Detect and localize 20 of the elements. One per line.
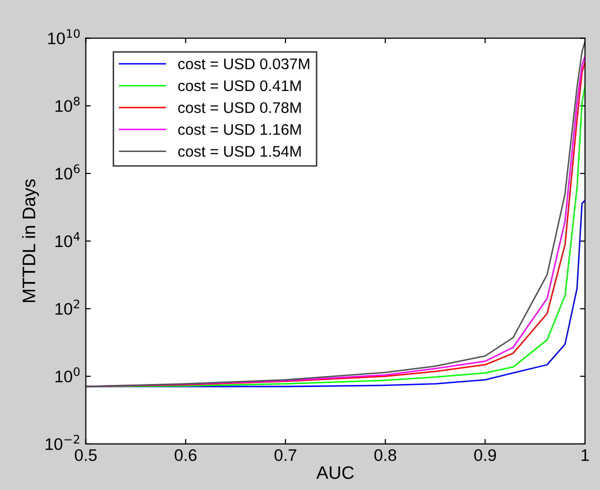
legend-label: cost = USD 1.54M <box>178 146 301 157</box>
y-tick-label: 10$^{2}$ <box>56 300 80 315</box>
legend-label: cost = USD 0.037M <box>178 58 310 70</box>
legend-label: cost = USD 0.78M <box>178 102 301 114</box>
y-tick-label: 10$^{−2}$ <box>46 434 80 450</box>
x-tick-label: 1 <box>582 449 589 461</box>
x-tick-label: 0.5 <box>74 449 97 462</box>
y-tick-label: 10$^{6}$ <box>56 164 80 180</box>
x-tick-label: 0.6 <box>174 449 196 462</box>
y-tick-label: 10$^{4}$ <box>56 232 80 248</box>
y-axis-title: MTTDL in Days <box>22 179 39 302</box>
y-tick-label: 10$^{8}$ <box>56 96 80 112</box>
y-tick-label: 10$^{10}$ <box>48 29 80 44</box>
legend-label: cost = USD 1.16M <box>178 124 301 135</box>
legend-label: cost = USD 0.41M <box>178 80 301 92</box>
y-tick-label: 10$^{0}$ <box>56 367 80 382</box>
x-tick-label: 0.7 <box>274 449 296 462</box>
x-tick-label: 0.8 <box>374 449 396 462</box>
x-axis-title: AUC <box>316 466 354 479</box>
x-tick-label: 0.9 <box>474 449 496 462</box>
